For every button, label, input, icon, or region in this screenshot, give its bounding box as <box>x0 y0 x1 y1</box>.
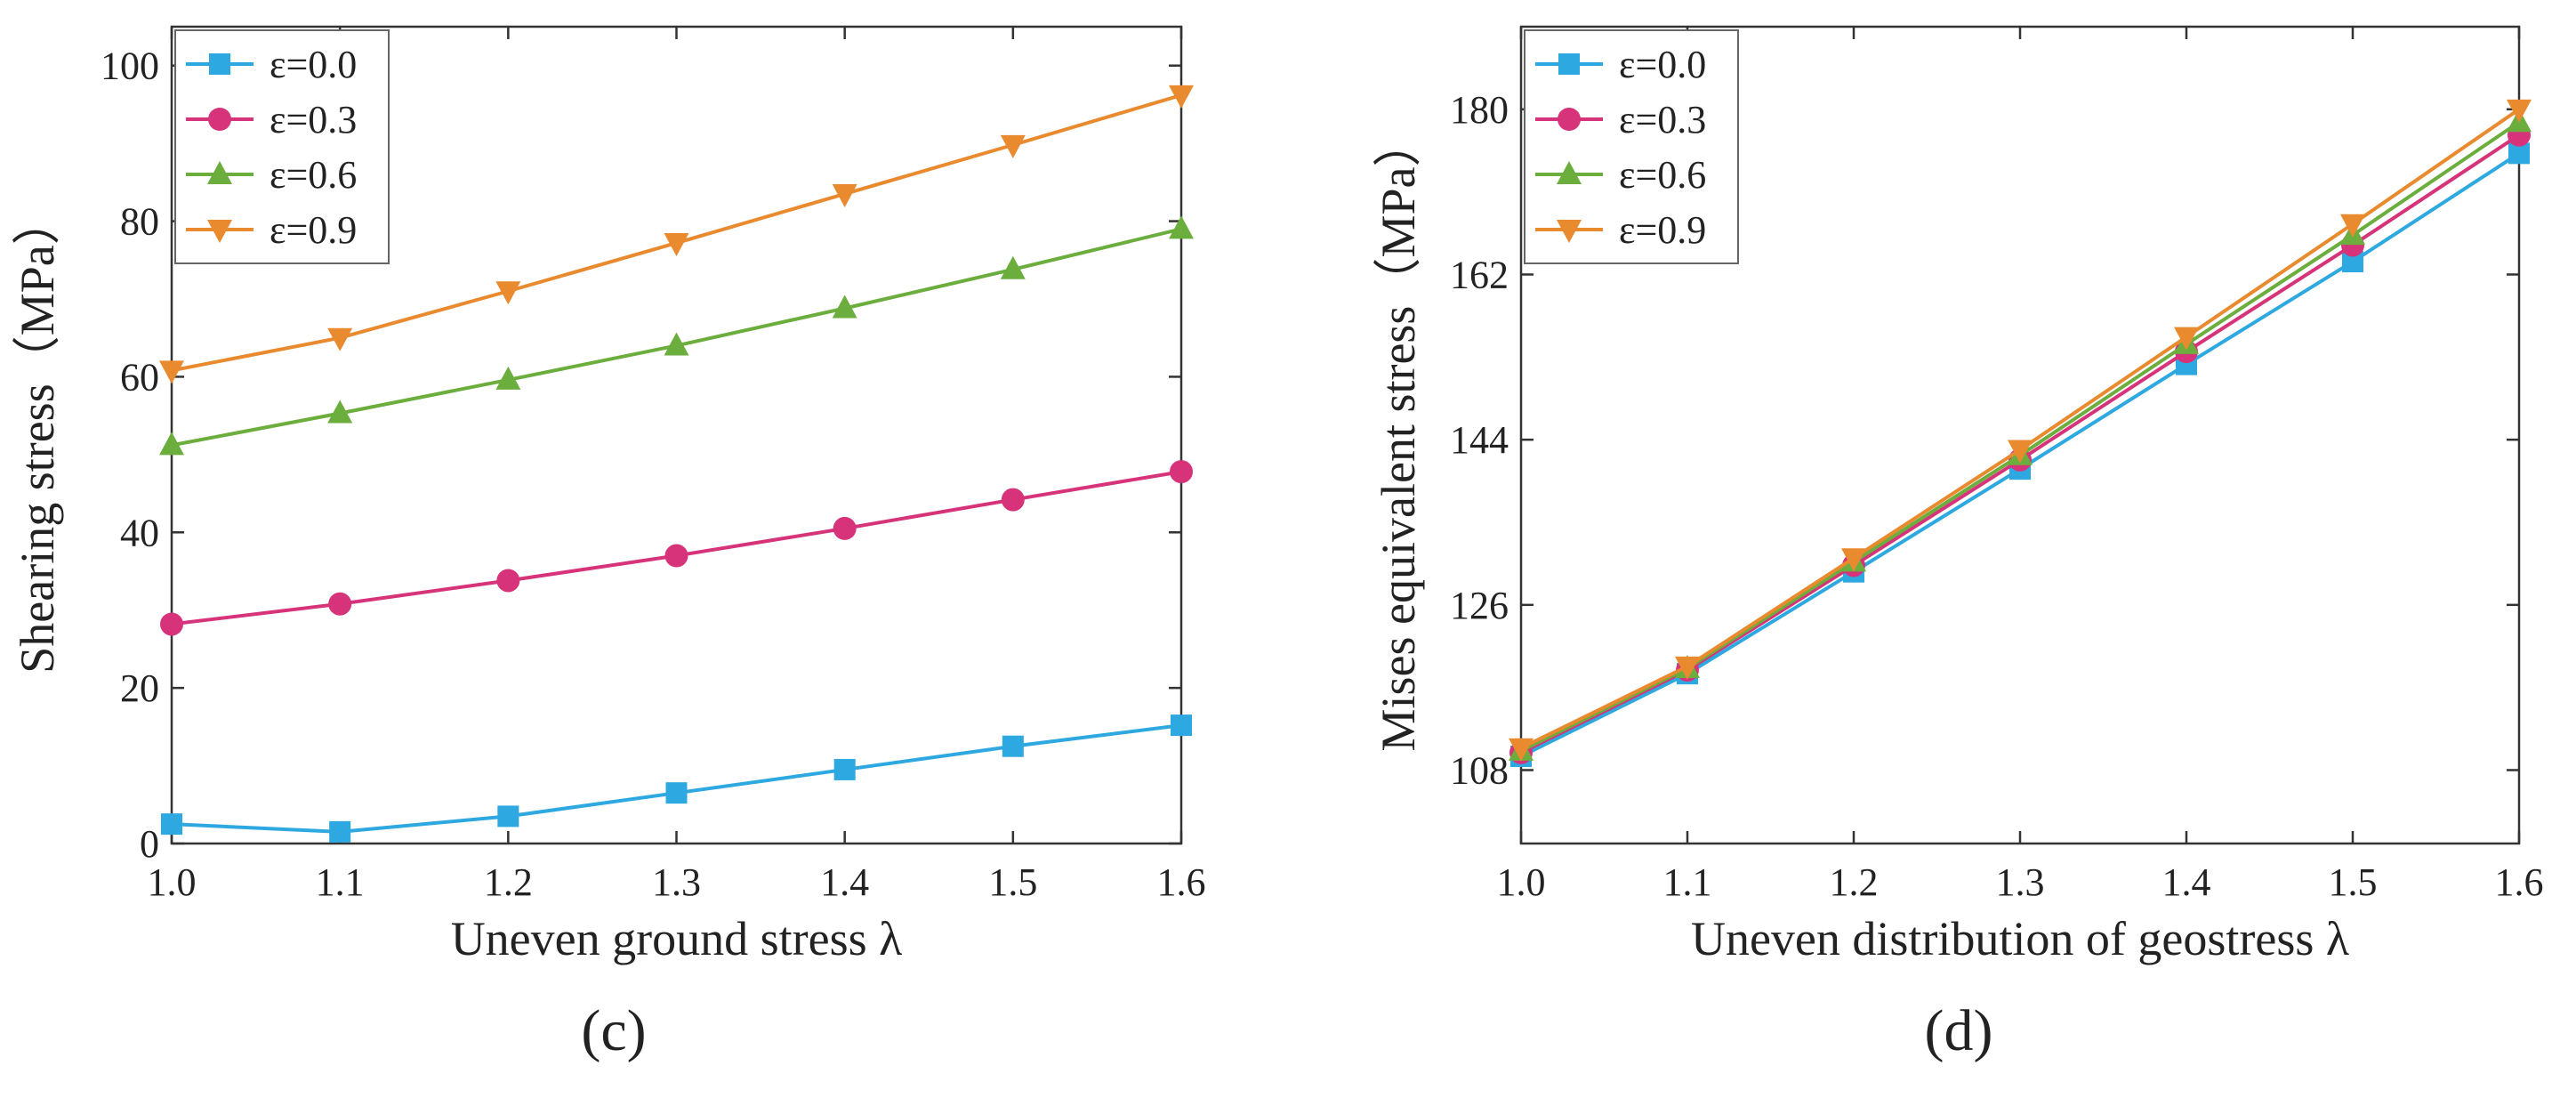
data-point <box>327 327 353 351</box>
x-tick-label: 1.4 <box>2162 860 2211 904</box>
data-point <box>1169 215 1194 239</box>
x-tick-label: 1.1 <box>316 860 365 904</box>
legend-marker <box>1558 108 1581 131</box>
y-tick-label: 20 <box>120 666 159 710</box>
chart-panel-d: 1.0 1.1 1.2 1.3 1.4 1.5 1.6 108 126 144 162 180 Unev… <box>1372 25 2544 1063</box>
legend-label: ε=0.3 <box>1619 98 1706 141</box>
data-point <box>1171 714 1192 737</box>
data-point <box>495 281 521 305</box>
x-tick-label: 1.1 <box>1663 860 1712 904</box>
y-tick-label: 100 <box>101 44 159 88</box>
y-tick-label: 126 <box>1450 584 1509 627</box>
data-point <box>1169 85 1194 109</box>
data-point <box>664 332 689 356</box>
legend-label: ε=0.9 <box>1619 208 1706 252</box>
legend-marker <box>1557 220 1582 243</box>
legend-marker <box>207 161 232 184</box>
y-tick-label: 40 <box>120 511 159 554</box>
x-tick-label: 1.4 <box>820 860 869 904</box>
series-line <box>171 723 1182 834</box>
legend-marker <box>207 220 232 243</box>
data-point <box>159 360 184 384</box>
x-tick-label: 1.6 <box>2495 860 2544 904</box>
panel-label: (c) <box>581 998 646 1063</box>
data-point <box>496 569 520 593</box>
data-point <box>833 758 856 780</box>
data-point <box>159 432 184 456</box>
legend-marker <box>208 108 231 131</box>
chart-panel-c: 1.0 1.1 1.2 1.3 1.4 1.5 1.6 0 20 40 60 80 100 Uneven … <box>11 25 1206 1063</box>
data-point <box>495 366 521 390</box>
panel-label: (d) <box>1925 998 1993 1063</box>
y-tick-label: 108 <box>1450 748 1509 792</box>
y-tick-label: 80 <box>120 200 159 244</box>
legend-label: ε=0.0 <box>270 43 357 86</box>
x-tick-label: 1.3 <box>1996 860 2045 904</box>
legend-label: ε=0.6 <box>1619 153 1706 197</box>
data-point <box>2008 440 2033 464</box>
x-axis-label: Uneven distribution of geostress λ <box>1691 912 2349 965</box>
data-point <box>1000 255 1026 279</box>
legend-label: ε=0.9 <box>270 208 357 252</box>
x-tick-label: 1.0 <box>148 860 197 904</box>
data-point <box>664 233 689 257</box>
data-point <box>160 612 183 636</box>
data-point <box>1170 460 1193 484</box>
data-point <box>2340 214 2365 238</box>
data-point <box>833 516 857 540</box>
legend-label: ε=0.0 <box>1619 43 1706 86</box>
y-axis-label: Shearing stress（MPa） <box>11 197 64 673</box>
data-point <box>1002 735 1024 757</box>
x-tick-label: 1.6 <box>1157 860 1206 904</box>
legend-marker <box>209 53 230 75</box>
legend-marker <box>1558 53 1580 75</box>
legend-label: ε=0.6 <box>270 153 357 197</box>
data-point <box>832 183 857 207</box>
data-point <box>329 820 351 843</box>
x-tick-label: 1.3 <box>652 860 701 904</box>
y-axis-label: Mises equivalent stress（MPa） <box>1372 119 1425 752</box>
legend-marker <box>1557 161 1582 184</box>
data-point <box>1001 488 1025 512</box>
x-tick-label: 1.5 <box>988 860 1037 904</box>
y-tick-label: 60 <box>120 355 159 399</box>
data-point <box>2174 327 2199 351</box>
x-tick-label: 1.0 <box>1497 860 1546 904</box>
y-tick-label: 162 <box>1450 253 1509 296</box>
data-point <box>1841 548 1866 572</box>
data-point <box>328 592 352 616</box>
data-point <box>497 805 519 827</box>
data-point <box>1509 738 1534 762</box>
data-point <box>1675 656 1700 680</box>
y-tick-label: 0 <box>140 822 159 866</box>
data-point <box>665 782 688 804</box>
legend-label: ε=0.3 <box>270 98 357 141</box>
y-tick-label: 144 <box>1450 418 1509 462</box>
data-point <box>1000 134 1026 158</box>
data-point <box>161 813 182 836</box>
data-point <box>664 544 688 568</box>
data-point <box>327 400 353 424</box>
x-tick-label: 1.5 <box>2329 860 2378 904</box>
x-tick-label: 1.2 <box>1830 860 1879 904</box>
x-axis-label: Uneven ground stress λ <box>451 912 903 965</box>
data-point <box>2507 99 2532 123</box>
x-tick-label: 1.2 <box>484 860 533 904</box>
y-tick-label: 180 <box>1450 88 1509 132</box>
data-point <box>832 295 857 319</box>
